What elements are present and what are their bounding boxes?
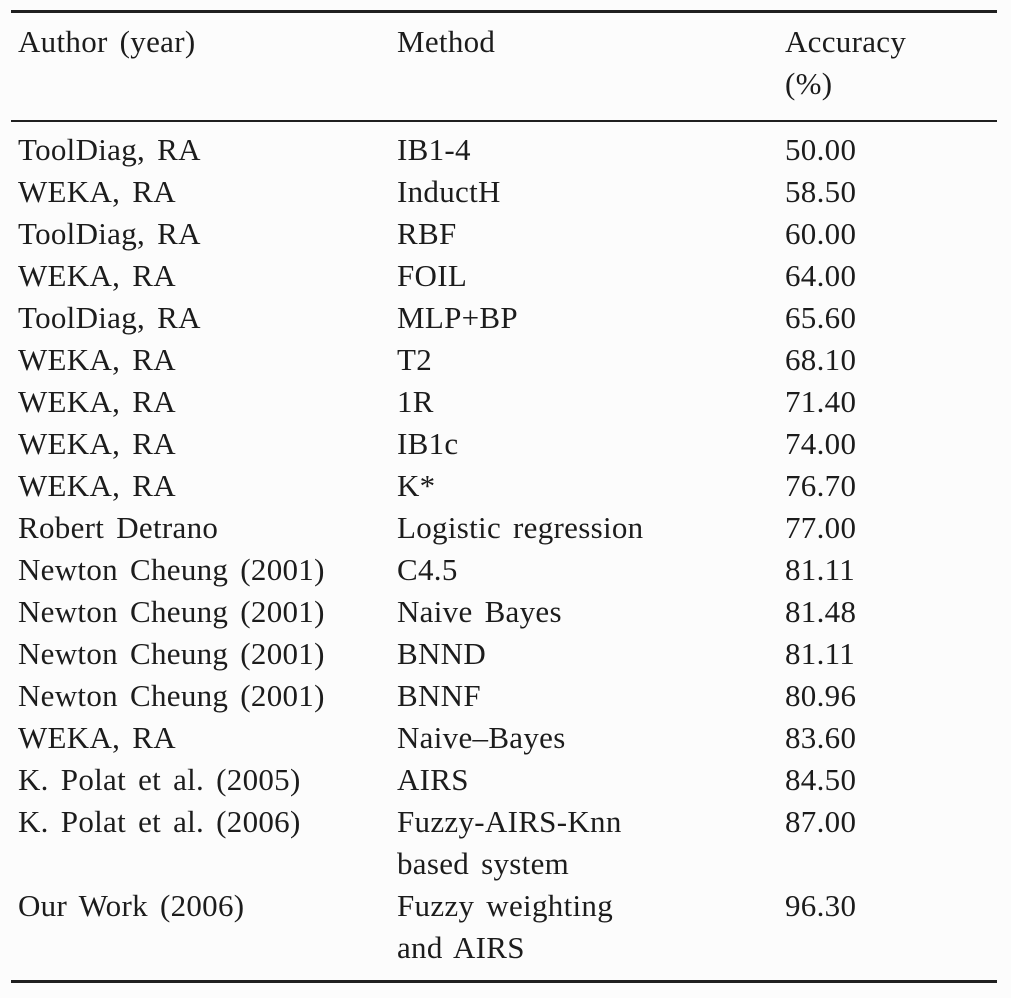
- accuracy-cell: 80.96: [785, 678, 857, 713]
- author-cell: WEKA, RA: [18, 174, 176, 209]
- accuracy-cell: 60.00: [785, 216, 857, 251]
- author-cell: WEKA, RA: [18, 426, 176, 461]
- method-cell: C4.5: [397, 552, 458, 587]
- table-row: WEKA, RA IB1c 74.00: [0, 423, 1011, 465]
- accuracy-cell: 74.00: [785, 426, 857, 461]
- method-cell: RBF: [397, 216, 457, 251]
- table-row: Robert Detrano Logistic regression 77.00: [0, 507, 1011, 549]
- method-cell: Naive–Bayes: [397, 720, 566, 755]
- method-cell: Fuzzy weighting and AIRS: [397, 888, 613, 965]
- table-row: WEKA, RA T2 68.10: [0, 339, 1011, 381]
- author-cell: ToolDiag, RA: [18, 300, 201, 335]
- table-row: WEKA, RA K* 76.70: [0, 465, 1011, 507]
- accuracy-cell: 58.50: [785, 174, 857, 209]
- method-cell: K*: [397, 468, 436, 503]
- table-row: WEKA, RA Naive–Bayes 83.60: [0, 717, 1011, 759]
- method-cell: Fuzzy-AIRS-Knn based system: [397, 804, 622, 881]
- accuracy-cell: 77.00: [785, 510, 857, 545]
- table-row: WEKA, RA 1R 71.40: [0, 381, 1011, 423]
- accuracy-cell: 71.40: [785, 384, 857, 419]
- table-body: ToolDiag, RA IB1-4 50.00 WEKA, RA InductH 58.…: [0, 122, 1011, 969]
- author-cell: K. Polat et al. (2005): [18, 762, 301, 797]
- table-row: Newton Cheung (2001) C4.5 81.11: [0, 549, 1011, 591]
- author-cell: Newton Cheung (2001): [18, 636, 325, 671]
- table-header-row: Author (year) Method Accuracy (%): [0, 13, 1011, 105]
- accuracy-cell: 81.11: [785, 552, 856, 587]
- column-header-author: Author (year): [18, 24, 196, 59]
- accuracy-cell: 96.30: [785, 888, 857, 923]
- method-cell: IB1-4: [397, 132, 471, 167]
- author-cell: ToolDiag, RA: [18, 132, 201, 167]
- table-row: ToolDiag, RA RBF 60.00: [0, 213, 1011, 255]
- author-cell: K. Polat et al. (2006): [18, 804, 301, 839]
- method-cell: 1R: [397, 384, 434, 419]
- table-row: Newton Cheung (2001) BNNF 80.96: [0, 675, 1011, 717]
- table-top-rule: [11, 10, 997, 13]
- author-cell: WEKA, RA: [18, 720, 176, 755]
- accuracy-cell: 87.00: [785, 804, 857, 839]
- table-row: WEKA, RA InductH 58.50: [0, 171, 1011, 213]
- accuracy-cell: 68.10: [785, 342, 857, 377]
- author-cell: Newton Cheung (2001): [18, 552, 325, 587]
- column-header-accuracy: Accuracy (%): [785, 24, 907, 101]
- method-cell: BNND: [397, 636, 487, 671]
- method-cell: IB1c: [397, 426, 459, 461]
- method-cell: BNNF: [397, 678, 481, 713]
- method-cell: InductH: [397, 174, 501, 209]
- author-cell: Robert Detrano: [18, 510, 219, 545]
- author-cell: WEKA, RA: [18, 384, 176, 419]
- column-header-method: Method: [397, 24, 496, 59]
- table-row: WEKA, RA FOIL 64.00: [0, 255, 1011, 297]
- author-cell: ToolDiag, RA: [18, 216, 201, 251]
- author-cell: Our Work (2006): [18, 888, 245, 923]
- author-cell: Newton Cheung (2001): [18, 594, 325, 629]
- author-cell: WEKA, RA: [18, 468, 176, 503]
- table-row: Newton Cheung (2001) Naive Bayes 81.48: [0, 591, 1011, 633]
- method-cell: Logistic regression: [397, 510, 644, 545]
- method-cell: FOIL: [397, 258, 468, 293]
- table-row: Our Work (2006) Fuzzy weighting and AIRS 9…: [0, 885, 1011, 969]
- author-cell: WEKA, RA: [18, 258, 176, 293]
- method-cell: MLP+BP: [397, 300, 518, 335]
- table-row: ToolDiag, RA IB1-4 50.00: [0, 129, 1011, 171]
- method-cell: AIRS: [397, 762, 469, 797]
- table-row: K. Polat et al. (2006) Fuzzy-AIRS-Knn bas…: [0, 801, 1011, 885]
- author-cell: Newton Cheung (2001): [18, 678, 325, 713]
- method-cell: T2: [397, 342, 433, 377]
- table-row: K. Polat et al. (2005) AIRS 84.50: [0, 759, 1011, 801]
- accuracy-cell: 64.00: [785, 258, 857, 293]
- table-bottom-rule: [11, 980, 997, 983]
- table-row: ToolDiag, RA MLP+BP 65.60: [0, 297, 1011, 339]
- header-separator-rule: [11, 120, 997, 122]
- accuracy-cell: 83.60: [785, 720, 857, 755]
- accuracy-cell: 81.48: [785, 594, 857, 629]
- accuracy-cell: 50.00: [785, 132, 857, 167]
- method-cell: Naive Bayes: [397, 594, 562, 629]
- accuracy-cell: 81.11: [785, 636, 856, 671]
- accuracy-cell: 65.60: [785, 300, 857, 335]
- table-row: Newton Cheung (2001) BNND 81.11: [0, 633, 1011, 675]
- accuracy-cell: 84.50: [785, 762, 857, 797]
- paper-page: Author (year) Method Accuracy (%) ToolDi…: [0, 10, 1011, 998]
- author-cell: WEKA, RA: [18, 342, 176, 377]
- accuracy-cell: 76.70: [785, 468, 857, 503]
